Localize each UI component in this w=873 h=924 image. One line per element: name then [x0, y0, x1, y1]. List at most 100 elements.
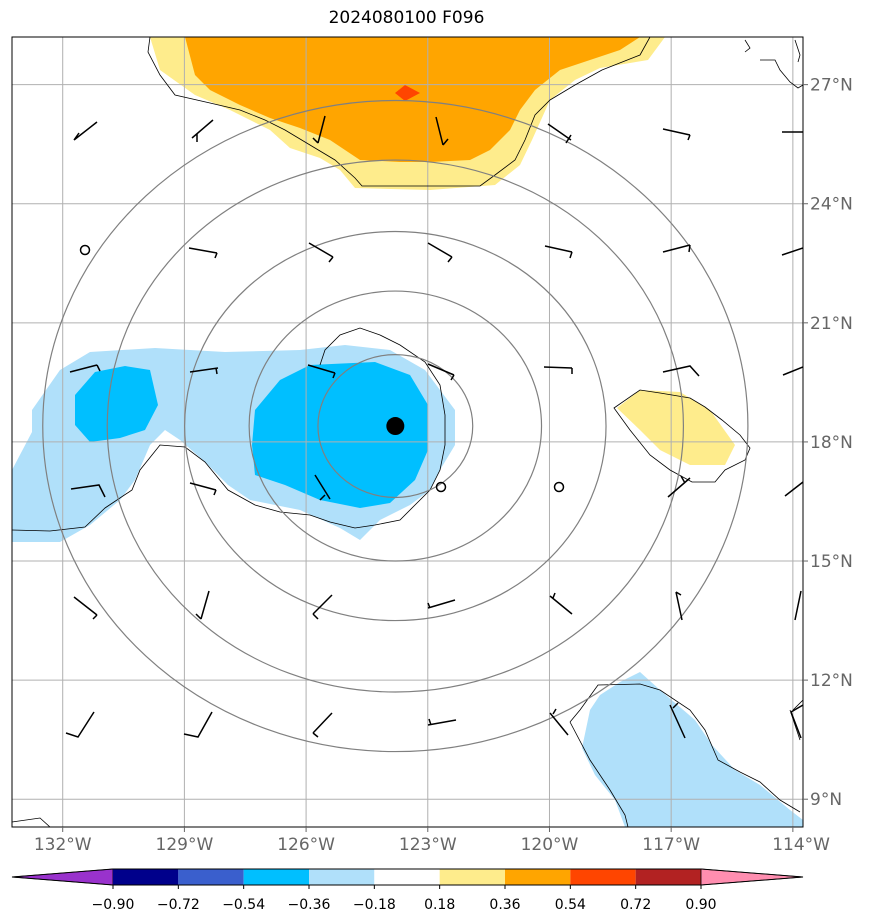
longitude-label: 126°W	[277, 835, 335, 855]
wind-barb	[73, 121, 98, 141]
contour-fill-light-blue-southeast	[582, 672, 803, 827]
wind-barb	[781, 247, 803, 256]
colorbar-extend-high	[700, 868, 804, 886]
colorbar-tick-label: 0.90	[685, 897, 716, 913]
wind-barb	[435, 116, 449, 146]
wind-barb	[188, 247, 218, 259]
latitude-labels: 9°N 12°N 15°N 18°N 21°N 24°N 27°N	[803, 76, 853, 810]
latitude-label: 9°N	[810, 790, 842, 810]
coastlines	[12, 37, 803, 827]
colorbar-tick-label: −0.72	[157, 897, 200, 913]
wind-barb	[69, 364, 101, 373]
contour-fill-red-orange	[395, 85, 420, 101]
range-ring	[42, 99, 749, 753]
colorbar: −0.90 −0.72 −0.54 −0.36 −0.18 0.18 0.36 0.54 0.7…	[11, 868, 804, 913]
colorbar-segment	[309, 869, 375, 885]
wind-barb	[667, 475, 691, 498]
colorbar-tick-label: 0.54	[555, 897, 586, 913]
longitude-label: 132°W	[34, 835, 92, 855]
colorbar-tick-label: 0.72	[620, 897, 651, 913]
wind-barb	[65, 711, 95, 738]
wind-barb	[662, 365, 700, 377]
latitude-label: 12°N	[810, 671, 853, 691]
longitude-labels: 132°W 129°W 126°W 123°W 120°W 117°W 114°W	[34, 827, 830, 855]
coastline-southeast	[569, 683, 801, 813]
latitude-label: 21°N	[810, 314, 853, 334]
storm-center-marker	[386, 417, 405, 436]
colorbar-tick-label: −0.18	[353, 897, 396, 913]
wind-barb	[70, 484, 106, 498]
wind-barb	[427, 242, 453, 263]
range-ring	[317, 353, 474, 499]
colorbar-segment	[570, 869, 636, 885]
calm-circle	[79, 244, 91, 256]
colorbar-extend-low	[11, 868, 114, 886]
coastline-southwest	[12, 817, 51, 827]
wind-barbs	[65, 115, 803, 739]
wind-barb	[427, 363, 455, 381]
longitude-label: 123°W	[399, 835, 457, 855]
contour-fill-light-yellow-east	[617, 390, 735, 465]
wind-barb	[73, 596, 98, 620]
colorbar-tick-label: −0.36	[288, 897, 331, 913]
colorbar-segment	[113, 869, 179, 885]
wind-barb	[549, 592, 573, 615]
wind-barb	[794, 590, 802, 621]
wind-barb	[427, 718, 457, 726]
wind-barb	[307, 364, 336, 379]
wind-barb	[784, 481, 803, 497]
contour-fill-cyan-center	[252, 362, 428, 508]
wind-barb	[549, 708, 569, 736]
latitude-label: 18°N	[810, 433, 853, 453]
wind-barb	[547, 123, 572, 144]
wind-barb	[183, 711, 213, 738]
latitude-label: 24°N	[810, 195, 853, 215]
colorbar-segment	[178, 869, 244, 885]
latitude-label: 27°N	[810, 76, 853, 96]
colorbar-segment	[439, 869, 505, 885]
map-title: 2024080100 F096	[328, 8, 485, 28]
wind-barb	[675, 591, 683, 621]
wind-barb	[308, 242, 334, 263]
colorbar-tick-label: 0.18	[424, 897, 455, 913]
wind-barb	[669, 702, 686, 739]
range-rings	[42, 99, 749, 753]
contour-fill-cyan-west	[75, 366, 158, 442]
wind-barb	[189, 367, 219, 375]
wind-barb	[312, 594, 333, 620]
range-ring	[106, 159, 685, 693]
range-ring	[184, 230, 607, 622]
coastline-northeast	[744, 39, 803, 89]
wind-barb	[662, 244, 691, 253]
wind-barb	[544, 245, 573, 259]
longitude-label: 129°W	[156, 835, 214, 855]
calm-markers	[79, 244, 565, 493]
colorbar-segment	[505, 869, 571, 885]
calm-circle	[435, 481, 447, 493]
wind-barb	[790, 704, 803, 739]
wind-barb	[427, 599, 456, 609]
contour-fills	[12, 37, 803, 827]
coastline-west	[12, 327, 446, 532]
contour-fill-orange-north	[185, 37, 640, 162]
latitude-label: 15°N	[810, 552, 853, 572]
wind-barb	[312, 115, 326, 144]
longitude-label: 120°W	[521, 835, 579, 855]
wind-barb	[189, 482, 217, 496]
colorbar-segment	[635, 869, 701, 885]
coastline-east-island	[613, 389, 751, 483]
longitude-label: 117°W	[642, 835, 700, 855]
wind-barb	[543, 366, 573, 374]
colorbar-tick-label: −0.54	[222, 897, 265, 913]
wind-barb	[782, 366, 803, 376]
coastline-north	[147, 37, 651, 187]
wind-barb	[191, 119, 214, 142]
wind-barb	[662, 128, 691, 141]
wind-barb	[312, 712, 333, 738]
wind-barb	[314, 474, 331, 501]
range-ring	[248, 290, 543, 562]
colorbar-segment	[374, 869, 440, 885]
map-frame	[11, 36, 804, 828]
colorbar-tick-label: 0.36	[489, 897, 520, 913]
